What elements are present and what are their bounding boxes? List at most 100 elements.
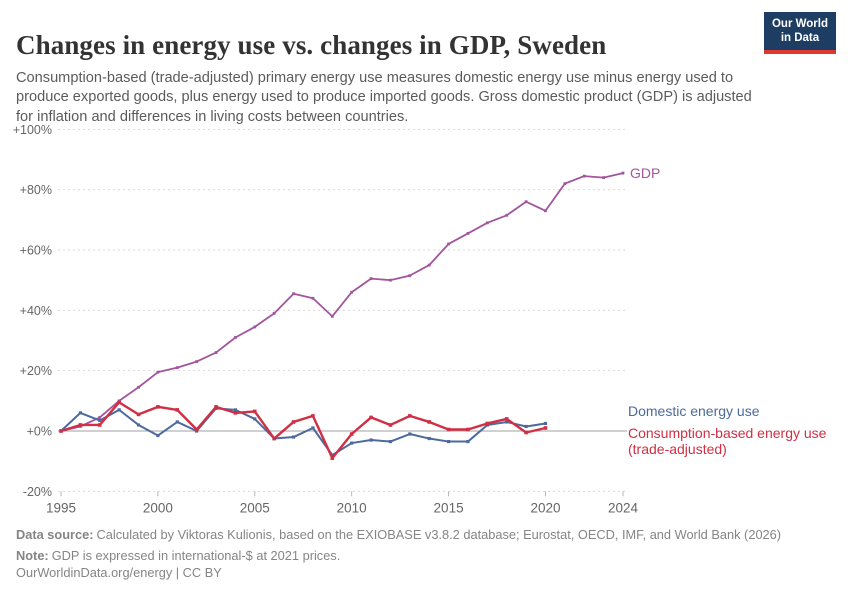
data-point-marker[interactable] (175, 366, 179, 370)
owid-logo: Our World in Data (763, 12, 836, 54)
data-point-marker[interactable] (388, 423, 393, 427)
data-point-marker[interactable] (136, 423, 141, 427)
data-point-marker[interactable] (330, 314, 334, 318)
data-point-marker[interactable] (543, 426, 548, 430)
x-tick-label: 2024 (608, 500, 639, 515)
y-tick-label: +0% (27, 425, 52, 439)
data-point-marker[interactable] (524, 424, 528, 429)
data-point-marker[interactable] (485, 221, 489, 225)
data-point-marker[interactable] (233, 411, 238, 415)
data-point-marker[interactable] (117, 400, 121, 405)
data-point-marker[interactable] (233, 408, 238, 412)
note-label: Note: (16, 548, 49, 563)
chart-plot-area[interactable]: +100% +80% +60% +40% +20% +0% -20%1995 2000 2005… (0, 115, 850, 515)
data-point-marker[interactable] (311, 414, 315, 418)
data-point-marker[interactable] (350, 290, 354, 294)
data-point-marker[interactable] (330, 453, 334, 457)
data-point-marker[interactable] (427, 420, 432, 424)
data-point-marker[interactable] (349, 432, 354, 436)
data-point-marker[interactable] (252, 409, 257, 414)
data-point-marker[interactable] (136, 412, 141, 417)
data-point-marker[interactable] (369, 438, 373, 442)
data-point-marker[interactable] (602, 176, 606, 179)
data-source-label: Data source: (16, 527, 94, 542)
data-point-marker[interactable] (408, 274, 412, 278)
data-point-marker[interactable] (446, 439, 451, 444)
chart-subtitle: Consumption-based (trade-adjusted) prima… (16, 69, 752, 125)
data-point-marker[interactable] (195, 360, 199, 364)
data-point-marker[interactable] (389, 278, 392, 282)
data-point-marker[interactable] (175, 408, 180, 412)
footer-data-source: Data source: Calculated by Viktoras Kulio… (16, 527, 836, 542)
data-point-marker[interactable] (272, 311, 276, 315)
data-point-marker[interactable] (156, 370, 160, 374)
data-point-marker[interactable] (447, 242, 450, 246)
data-point-marker[interactable] (214, 351, 218, 354)
footer-citation: OurWorldinData.org/energy | CC BY (16, 565, 222, 580)
y-tick-label: +60% (20, 243, 52, 257)
series-line-domestic-energy-use[interactable] (60, 407, 547, 457)
data-point-marker[interactable] (505, 420, 509, 424)
data-point-marker[interactable] (156, 405, 160, 409)
data-point-marker[interactable] (621, 171, 625, 175)
x-tick-label: 2000 (143, 500, 173, 515)
data-point-marker[interactable] (485, 421, 490, 426)
data-point-marker[interactable] (466, 427, 470, 432)
data-point-marker[interactable] (98, 416, 102, 419)
data-point-marker[interactable] (253, 325, 257, 329)
data-point-marker[interactable] (446, 427, 451, 432)
footer-note: Note: GDP is expressed in international-$… (16, 548, 836, 563)
data-point-marker[interactable] (330, 456, 335, 460)
data-point-marker[interactable] (543, 421, 548, 426)
owid-logo-line2: in Data (780, 31, 820, 44)
data-point-marker[interactable] (505, 213, 509, 217)
x-tick-label: 2005 (240, 500, 270, 515)
x-tick-label: 1995 (46, 500, 76, 515)
data-point-marker[interactable] (350, 441, 354, 445)
data-point-marker[interactable] (292, 292, 295, 296)
data-point-marker[interactable] (175, 420, 179, 424)
owid-logo-line1: Our World (771, 18, 828, 30)
data-point-marker[interactable] (369, 277, 373, 281)
series-line-gdp[interactable] (60, 172, 624, 432)
series-label-consumption-energy: Consumption-based energy use (trade-adju… (628, 425, 827, 457)
data-point-marker[interactable] (59, 429, 63, 433)
data-point-marker[interactable] (427, 436, 431, 441)
data-point-marker[interactable] (466, 439, 470, 444)
data-point-marker[interactable] (524, 430, 528, 435)
data-point-marker[interactable] (214, 405, 218, 409)
data-point-marker[interactable] (524, 200, 528, 204)
data-point-marker[interactable] (504, 417, 509, 421)
data-point-marker[interactable] (291, 420, 296, 424)
data-point-marker[interactable] (137, 385, 140, 389)
data-point-marker[interactable] (291, 435, 296, 439)
data-point-marker[interactable] (272, 436, 276, 441)
data-point-marker[interactable] (97, 423, 102, 427)
data-point-marker[interactable] (98, 418, 102, 423)
data-point-marker[interactable] (408, 432, 412, 436)
data-point-marker[interactable] (78, 411, 82, 415)
y-tick-label: +40% (20, 304, 52, 318)
page-title: Changes in energy use vs. changes in GDP… (16, 30, 607, 61)
data-point-marker[interactable] (156, 433, 160, 438)
data-point-marker[interactable] (563, 182, 567, 186)
data-point-marker[interactable] (544, 209, 547, 213)
data-source-text: Calculated by Viktoras Kulionis, based o… (96, 527, 782, 542)
data-point-marker[interactable] (582, 174, 586, 178)
data-point-marker[interactable] (388, 439, 393, 444)
data-point-marker[interactable] (369, 415, 373, 420)
data-point-marker[interactable] (234, 336, 237, 339)
data-point-marker[interactable] (311, 296, 315, 300)
data-point-marker[interactable] (427, 263, 431, 267)
data-point-marker[interactable] (78, 423, 83, 427)
data-point-marker[interactable] (408, 414, 412, 418)
x-tick-label: 2010 (337, 500, 367, 515)
data-point-marker[interactable] (253, 417, 257, 421)
data-point-marker[interactable] (311, 426, 315, 430)
data-point-marker[interactable] (194, 427, 199, 432)
series-label-gdp: GDP (630, 165, 661, 181)
data-point-marker[interactable] (117, 408, 121, 412)
data-point-marker[interactable] (466, 232, 470, 235)
series-line-consumption-based-energy-use-trade-adjusted[interactable] (59, 401, 547, 460)
